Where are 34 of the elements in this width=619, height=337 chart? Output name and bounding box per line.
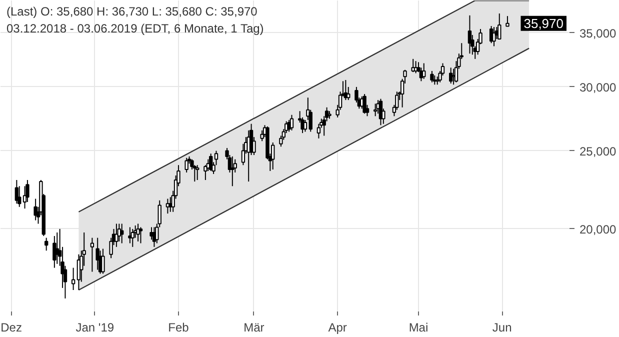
- candlestick: [230, 156, 234, 187]
- x-tick-label: Mär: [244, 320, 264, 334]
- y-tick-label: 20,000: [580, 222, 617, 236]
- candlestick: [449, 67, 453, 84]
- text: 03.12.2018 - 03.06.2019 (EDT, 6 Monate, 1 Tag): [6, 22, 264, 36]
- x-tick-label: Mai: [408, 320, 428, 334]
- chart-title: (Last) O: 35,680 H: 36,730 L: 35,680 C: 35,970: [6, 4, 258, 18]
- candlestick: [506, 16, 510, 27]
- candlestick: [128, 226, 132, 244]
- candlestick: [138, 226, 143, 244]
- y-tick-label: 30,000: [580, 80, 617, 94]
- candlestick: [71, 267, 76, 291]
- candlestick: [114, 223, 118, 248]
- annotation: 35,970: [524, 16, 564, 31]
- candlestick: [430, 70, 434, 83]
- candlestick: [120, 223, 124, 244]
- candlestick: [373, 103, 378, 117]
- y-tick-label: 25,000: [580, 144, 617, 158]
- candlestick: [346, 86, 350, 101]
- candlestick: [96, 237, 100, 270]
- candlestick: [44, 237, 48, 252]
- x-tick-label: Jun: [492, 320, 512, 334]
- x-tick-label: Feb: [168, 320, 190, 334]
- candlestick: [196, 164, 200, 181]
- candlestick: [290, 114, 294, 131]
- candlestick: [422, 62, 426, 80]
- candlestick: [303, 119, 308, 132]
- x-tick-label: Apr: [328, 320, 347, 334]
- x-tick-label: Jan '19: [76, 320, 114, 334]
- y-tick-label: 35,000: [580, 26, 617, 40]
- candlestick: [362, 94, 366, 114]
- candlestick: [101, 248, 105, 274]
- x-tick-label: Dez: [0, 320, 22, 334]
- candlestick: [90, 237, 94, 272]
